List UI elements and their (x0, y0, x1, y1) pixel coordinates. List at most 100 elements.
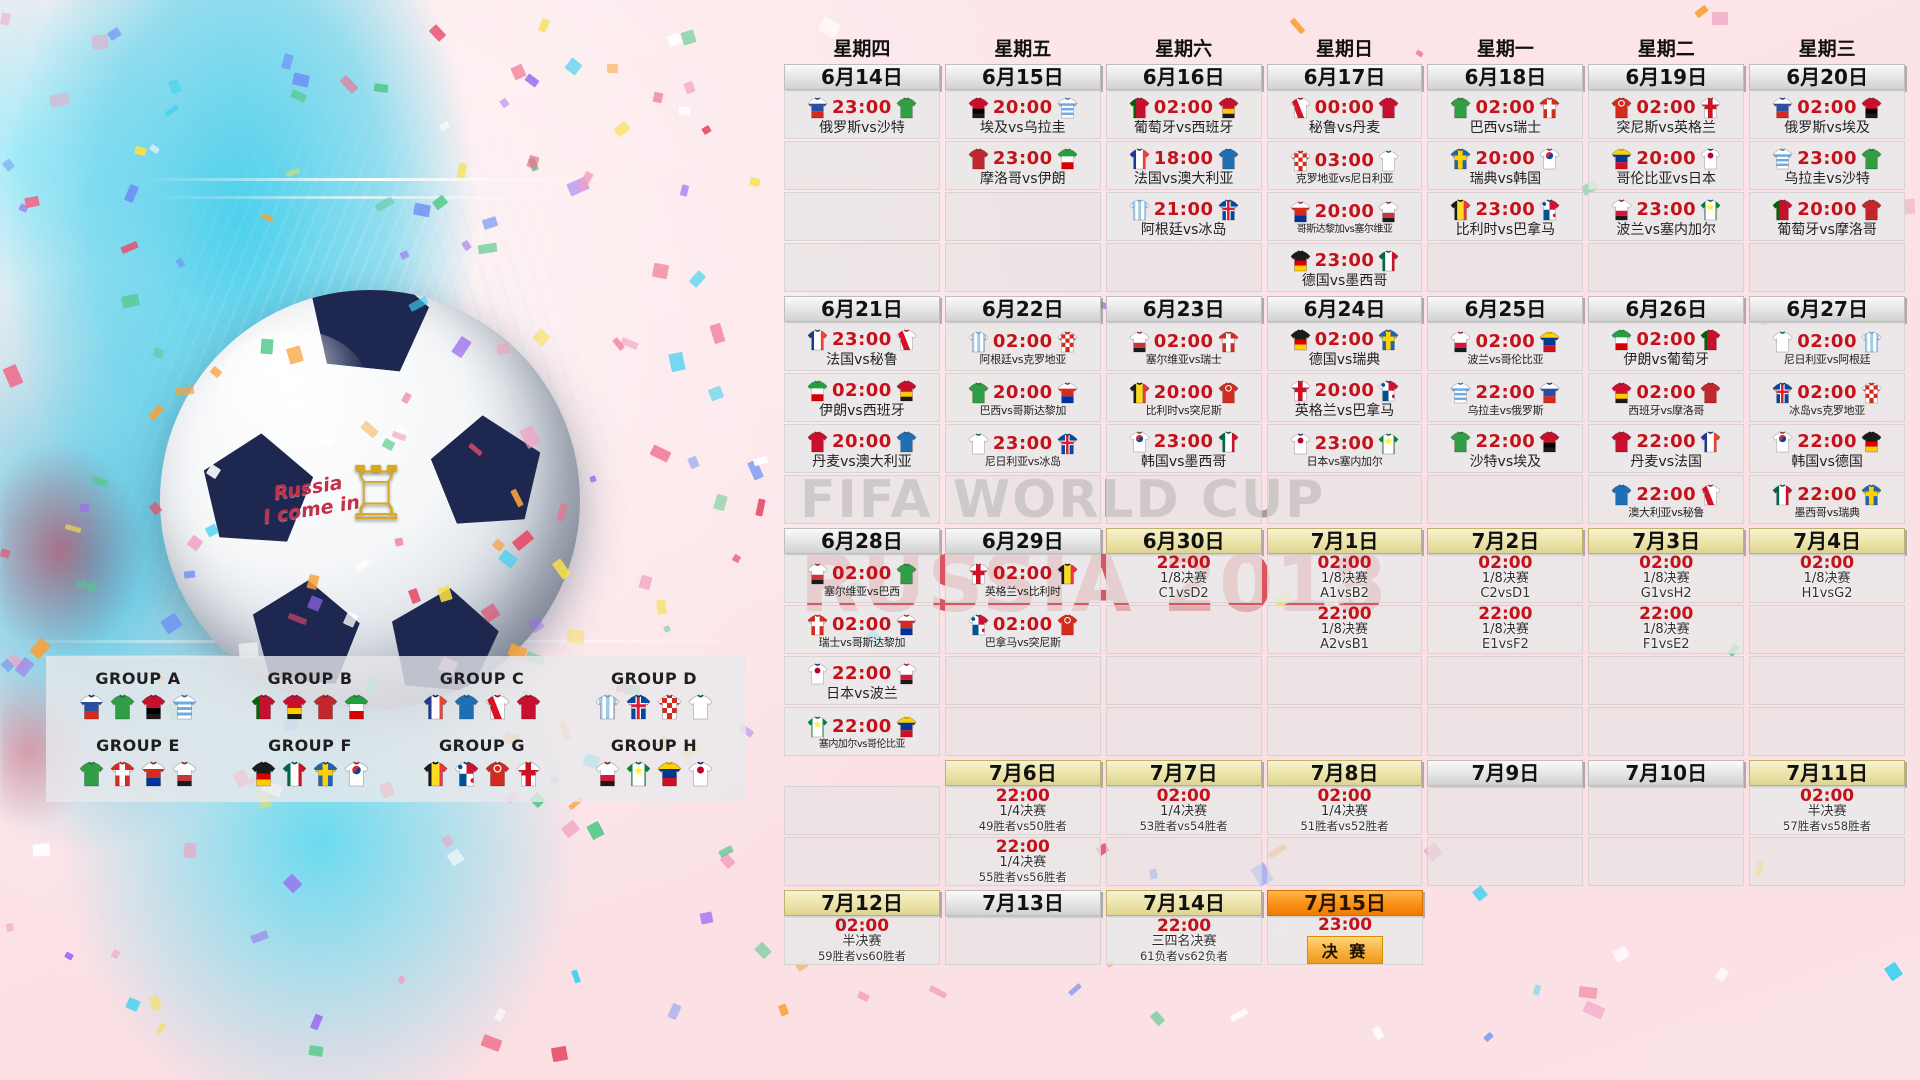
group-match-cell[interactable]: 20:00 巴西vs哥斯达黎加 (944, 373, 1101, 422)
group-box-group-f[interactable]: GROUP F (225, 730, 395, 795)
group-match-cell[interactable]: 02:00 西班牙vs摩洛哥 (1588, 373, 1745, 422)
group-match-cell[interactable]: 23:00 乌拉圭vs沙特 (1749, 141, 1906, 190)
group-box-group-d[interactable]: GROUP D (569, 663, 739, 728)
group-match-cell[interactable]: 20:00 埃及vs乌拉圭 (944, 90, 1101, 139)
group-match-cell[interactable]: 22:00 澳大利亚vs秘鲁 (1588, 475, 1745, 524)
group-match-cell[interactable]: 02:00 塞尔维亚vs瑞士 (1105, 322, 1262, 371)
date-header-7月9日[interactable]: 7月9日 (1427, 760, 1584, 786)
group-match-cell[interactable]: 02:00 葡萄牙vs西班牙 (1105, 90, 1262, 139)
date-header-7月2日[interactable]: 7月2日 (1427, 528, 1584, 554)
group-match-cell[interactable]: 22:00 塞内加尔vs哥伦比亚 (784, 707, 940, 756)
group-box-group-c[interactable]: GROUP C (397, 663, 567, 728)
knockout-match-cell[interactable]: 22:00 1/8决赛 F1vsE2 (1588, 605, 1745, 654)
knockout-match-cell[interactable]: 02:00 半决赛 57胜者vs58胜者 (1749, 786, 1906, 835)
date-header-6月26日[interactable]: 6月26日 (1588, 296, 1745, 322)
date-header-7月6日[interactable]: 7月6日 (944, 760, 1101, 786)
group-box-group-e[interactable]: GROUP E (53, 730, 223, 795)
group-match-cell[interactable]: 22:00 韩国vs德国 (1749, 424, 1906, 473)
date-header-7月15日[interactable]: 7月15日 (1267, 890, 1423, 916)
group-match-cell[interactable]: 02:00 伊朗vs葡萄牙 (1588, 322, 1745, 371)
final-match-cell[interactable]: 23:00 决 赛 (1267, 916, 1423, 965)
group-match-cell[interactable]: 02:00 英格兰vs比利时 (944, 554, 1101, 603)
knockout-match-cell[interactable]: 02:00 1/4决赛 53胜者vs54胜者 (1105, 786, 1262, 835)
date-header-7月12日[interactable]: 7月12日 (784, 890, 940, 916)
group-match-cell[interactable]: 02:00 突尼斯vs英格兰 (1588, 90, 1745, 139)
group-match-cell[interactable]: 22:00 墨西哥vs瑞典 (1749, 475, 1906, 524)
group-match-cell[interactable]: 02:00 塞尔维亚vs巴西 (784, 554, 940, 603)
group-box-group-b[interactable]: GROUP B (225, 663, 395, 728)
date-header-7月3日[interactable]: 7月3日 (1588, 528, 1745, 554)
knockout-match-cell[interactable]: 02:00 1/8决赛 H1vsG2 (1749, 554, 1906, 603)
date-header-6月16日[interactable]: 6月16日 (1105, 64, 1262, 90)
group-match-cell[interactable]: 02:00 俄罗斯vs埃及 (1749, 90, 1906, 139)
date-header-7月10日[interactable]: 7月10日 (1588, 760, 1745, 786)
date-header-6月18日[interactable]: 6月18日 (1427, 64, 1584, 90)
date-header-7月4日[interactable]: 7月4日 (1749, 528, 1906, 554)
group-match-cell[interactable]: 02:00 巴拿马vs突尼斯 (944, 605, 1101, 654)
knockout-match-cell[interactable]: 02:00 1/8决赛 C2vsD1 (1427, 554, 1584, 603)
date-header-7月14日[interactable]: 7月14日 (1106, 890, 1262, 916)
group-match-cell[interactable]: 02:00 巴西vs瑞士 (1427, 90, 1584, 139)
date-header-7月7日[interactable]: 7月7日 (1105, 760, 1262, 786)
group-match-cell[interactable]: 03:00 克罗地亚vs尼日利亚 (1266, 141, 1423, 190)
group-box-group-a[interactable]: GROUP A (53, 663, 223, 728)
date-header-7月1日[interactable]: 7月1日 (1266, 528, 1423, 554)
knockout-match-cell[interactable]: 22:00 1/8决赛 A2vsB1 (1266, 605, 1423, 654)
knockout-match-cell[interactable]: 02:00 半决赛 59胜者vs60胜者 (784, 916, 940, 965)
date-header-6月14日[interactable]: 6月14日 (784, 64, 940, 90)
group-match-cell[interactable]: 20:00 瑞典vs韩国 (1427, 141, 1584, 190)
group-match-cell[interactable]: 23:00 德国vs墨西哥 (1266, 243, 1423, 292)
group-box-group-h[interactable]: GROUP H (569, 730, 739, 795)
date-header-6月15日[interactable]: 6月15日 (944, 64, 1101, 90)
group-match-cell[interactable]: 23:00 日本vs塞内加尔 (1266, 424, 1423, 473)
date-header-6月17日[interactable]: 6月17日 (1266, 64, 1423, 90)
knockout-match-cell[interactable]: 02:00 1/4决赛 51胜者vs52胜者 (1266, 786, 1423, 835)
group-match-cell[interactable]: 20:00 哥伦比亚vs日本 (1588, 141, 1745, 190)
group-match-cell[interactable]: 22:00 日本vs波兰 (784, 656, 940, 705)
group-match-cell[interactable]: 22:00 丹麦vs法国 (1588, 424, 1745, 473)
group-match-cell[interactable]: 23:00 俄罗斯vs沙特 (784, 90, 940, 139)
date-header-7月8日[interactable]: 7月8日 (1266, 760, 1423, 786)
group-match-cell[interactable]: 20:00 葡萄牙vs摩洛哥 (1749, 192, 1906, 241)
group-match-cell[interactable]: 02:00 (944, 322, 1101, 371)
group-match-cell[interactable]: 21:00 阿根廷vs冰岛 (1105, 192, 1262, 241)
group-match-cell[interactable]: 22:00 乌拉圭vs俄罗斯 (1427, 373, 1584, 422)
knockout-match-cell[interactable]: 02:00 1/8决赛 G1vsH2 (1588, 554, 1745, 603)
group-match-cell[interactable]: 20:00 哥斯达黎加vs塞尔维亚 (1266, 192, 1423, 241)
group-match-cell[interactable]: 00:00 秘鲁vs丹麦 (1266, 90, 1423, 139)
group-box-group-g[interactable]: GROUP G (397, 730, 567, 795)
knockout-match-cell[interactable]: 22:00 三四名决赛 61负者vs62负者 (1106, 916, 1262, 965)
group-match-cell[interactable]: 22:00 沙特vs埃及 (1427, 424, 1584, 473)
group-match-cell[interactable]: 23:00 法国vs秘鲁 (784, 322, 940, 371)
group-match-cell[interactable]: 23:00 比利时vs巴拿马 (1427, 192, 1584, 241)
group-match-cell[interactable]: 18:00 法国vs澳大利亚 (1105, 141, 1262, 190)
date-header-6月28日[interactable]: 6月28日 (784, 528, 940, 554)
group-match-cell[interactable]: 23:00 韩国vs墨西哥 (1105, 424, 1262, 473)
group-match-cell[interactable]: 02:00 瑞士vs哥斯达黎加 (784, 605, 940, 654)
date-header-6月20日[interactable]: 6月20日 (1749, 64, 1906, 90)
knockout-match-cell[interactable]: 22:00 1/8决赛 C1vsD2 (1105, 554, 1262, 603)
group-match-cell[interactable]: 20:00 比利时vs突尼斯 (1105, 373, 1262, 422)
date-header-6月29日[interactable]: 6月29日 (944, 528, 1101, 554)
date-header-6月23日[interactable]: 6月23日 (1105, 296, 1262, 322)
knockout-match-cell[interactable]: 02:00 1/8决赛 A1vsB2 (1266, 554, 1423, 603)
date-header-6月30日[interactable]: 6月30日 (1105, 528, 1262, 554)
date-header-6月22日[interactable]: 6月22日 (944, 296, 1101, 322)
group-match-cell[interactable]: 02:00 波兰vs哥伦比亚 (1427, 322, 1584, 371)
group-match-cell[interactable]: 02:00 德国vs瑞典 (1266, 322, 1423, 371)
date-header-7月13日[interactable]: 7月13日 (945, 890, 1101, 916)
date-header-6月27日[interactable]: 6月27日 (1749, 296, 1906, 322)
group-match-cell[interactable]: 02:00 (1749, 373, 1906, 422)
date-header-6月25日[interactable]: 6月25日 (1427, 296, 1584, 322)
group-match-cell[interactable]: 02:00 伊朗vs西班牙 (784, 373, 940, 422)
knockout-match-cell[interactable]: 22:00 1/4决赛 55胜者vs56胜者 (944, 837, 1101, 886)
group-match-cell[interactable]: 02:00 尼日利亚vs阿根廷 (1749, 322, 1906, 371)
group-match-cell[interactable]: 20:00 丹麦vs澳大利亚 (784, 424, 940, 473)
group-match-cell[interactable]: 23:00 尼日利亚vs冰岛 (944, 424, 1101, 473)
date-header-6月19日[interactable]: 6月19日 (1588, 64, 1745, 90)
date-header-6月24日[interactable]: 6月24日 (1266, 296, 1423, 322)
date-header-7月11日[interactable]: 7月11日 (1749, 760, 1906, 786)
date-header-6月21日[interactable]: 6月21日 (784, 296, 940, 322)
group-match-cell[interactable]: 23:00 摩洛哥vs伊朗 (944, 141, 1101, 190)
knockout-match-cell[interactable]: 22:00 1/4决赛 49胜者vs50胜者 (944, 786, 1101, 835)
